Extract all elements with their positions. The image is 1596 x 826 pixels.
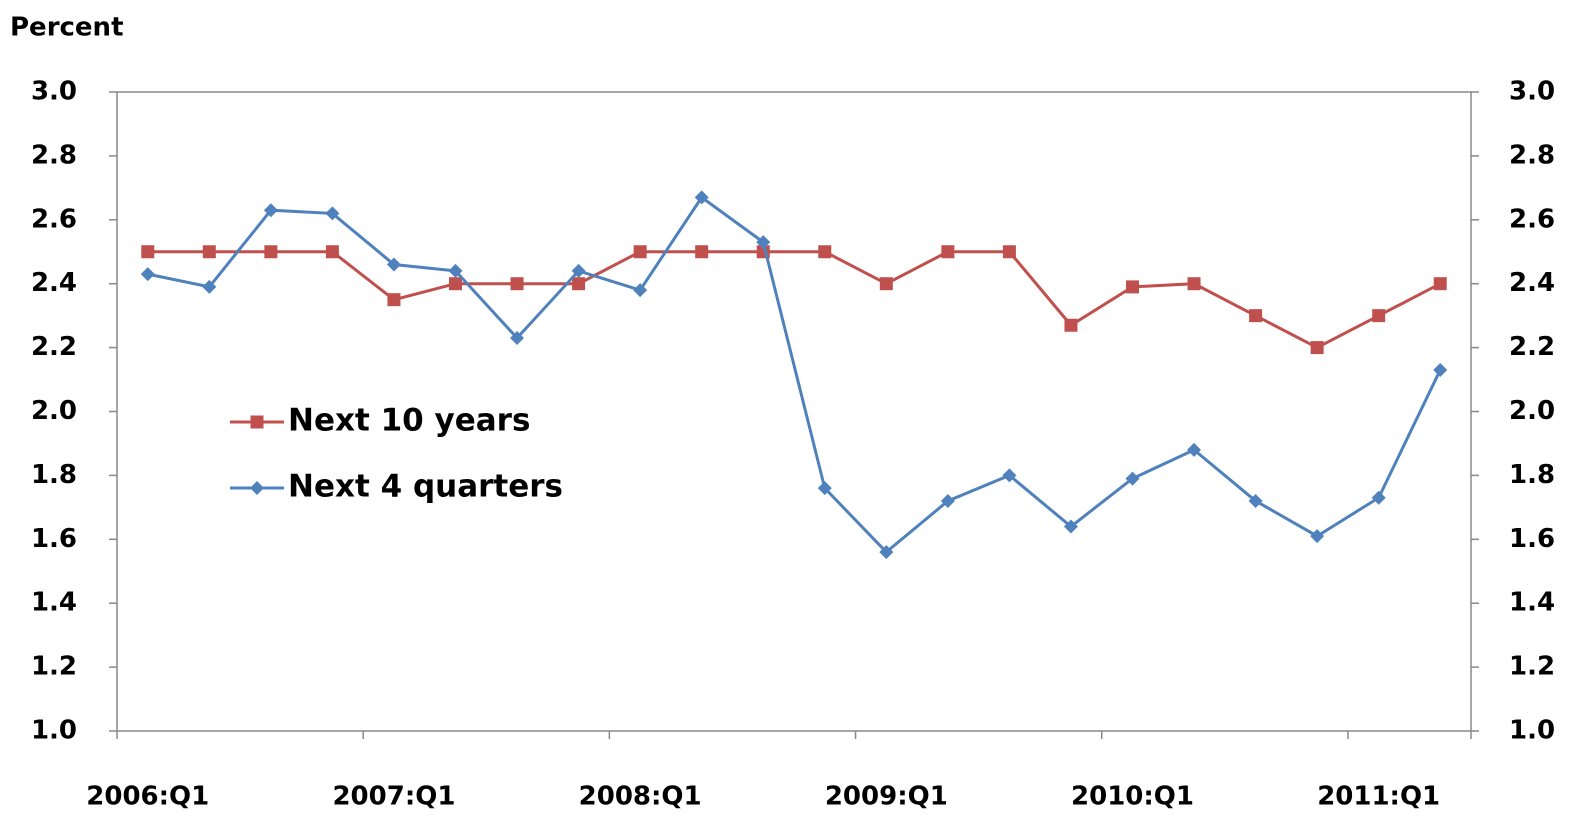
data-point bbox=[1310, 341, 1324, 355]
data-point bbox=[1433, 277, 1447, 291]
y-tick-label: 2.2 bbox=[31, 332, 77, 362]
y-tick-label: 3.0 bbox=[31, 77, 77, 107]
data-point bbox=[1371, 490, 1386, 505]
data-point bbox=[695, 245, 709, 259]
y-tick-label: 2.8 bbox=[31, 140, 77, 170]
y-tick-label: 1.4 bbox=[31, 588, 77, 618]
data-point bbox=[571, 263, 586, 278]
x-tick-label: 2009:Q1 bbox=[825, 782, 948, 812]
y-tick-label: 1.8 bbox=[31, 460, 77, 490]
y-axis-label: Percent bbox=[10, 13, 124, 43]
data-point bbox=[818, 245, 832, 259]
legend-marker bbox=[250, 481, 264, 495]
x-tick-label: 2006:Q1 bbox=[86, 782, 209, 812]
data-point bbox=[1249, 309, 1263, 323]
legend-marker bbox=[250, 415, 264, 429]
y-tick-label: 2.6 bbox=[31, 204, 77, 234]
data-point bbox=[633, 245, 647, 259]
data-point bbox=[140, 267, 155, 282]
data-point bbox=[1248, 493, 1263, 508]
series-line bbox=[147, 195, 1442, 555]
data-point bbox=[1187, 442, 1202, 457]
y2-tick-label: 2.0 bbox=[1509, 396, 1555, 426]
data-point bbox=[1310, 529, 1325, 544]
data-point bbox=[202, 279, 217, 294]
data-point bbox=[387, 293, 401, 307]
data-point bbox=[263, 203, 278, 218]
data-point bbox=[141, 245, 155, 259]
data-point bbox=[1126, 280, 1139, 294]
y2-tick-label: 2.2 bbox=[1509, 332, 1555, 362]
data-point bbox=[1125, 471, 1140, 486]
y2-tick-label: 1.6 bbox=[1509, 524, 1555, 554]
y2-tick-label: 3.0 bbox=[1509, 77, 1555, 107]
data-point bbox=[510, 331, 525, 346]
data-point bbox=[1187, 277, 1201, 291]
data-point bbox=[1064, 318, 1078, 332]
data-point bbox=[879, 277, 893, 291]
data-point bbox=[941, 245, 955, 259]
data-point bbox=[325, 206, 340, 221]
data-point bbox=[386, 257, 401, 272]
data-point bbox=[1002, 468, 1017, 483]
data-point bbox=[572, 277, 586, 291]
y2-tick-label: 1.0 bbox=[1509, 716, 1555, 746]
data-point bbox=[1063, 519, 1078, 534]
x-tick-label: 2010:Q1 bbox=[1071, 782, 1194, 812]
data-point bbox=[448, 263, 463, 278]
data-point bbox=[694, 190, 709, 205]
series-line bbox=[147, 250, 1441, 350]
y2-tick-label: 1.4 bbox=[1509, 588, 1555, 618]
data-point bbox=[1002, 245, 1016, 259]
data-point bbox=[633, 283, 648, 298]
data-point bbox=[817, 481, 832, 496]
y-tick-label: 1.6 bbox=[31, 524, 77, 554]
y-tick-label: 1.0 bbox=[31, 716, 77, 746]
legend-label: Next 10 years bbox=[288, 403, 530, 439]
y-tick-label: 1.2 bbox=[31, 652, 77, 682]
data-point bbox=[1372, 309, 1386, 323]
y2-tick-label: 2.6 bbox=[1509, 204, 1555, 234]
x-tick-label: 2011:Q1 bbox=[1317, 782, 1440, 812]
data-point bbox=[202, 245, 216, 259]
data-point bbox=[940, 493, 955, 508]
y-tick-label: 2.4 bbox=[31, 268, 77, 298]
data-point bbox=[510, 277, 524, 291]
y-tick-label: 2.0 bbox=[31, 396, 77, 426]
x-tick-label: 2008:Q1 bbox=[579, 782, 702, 812]
y2-tick-label: 1.8 bbox=[1509, 460, 1555, 490]
data-point bbox=[325, 245, 339, 259]
y2-tick-label: 2.4 bbox=[1509, 268, 1555, 298]
y2-tick-label: 1.2 bbox=[1509, 652, 1555, 682]
data-point bbox=[1433, 362, 1448, 377]
data-point bbox=[449, 277, 462, 291]
data-point bbox=[264, 245, 278, 259]
data-point bbox=[879, 545, 894, 560]
y2-tick-label: 2.8 bbox=[1509, 140, 1555, 170]
legend-label: Next 4 quarters bbox=[288, 469, 563, 505]
x-tick-label: 2007:Q1 bbox=[332, 782, 455, 812]
data-point bbox=[756, 235, 771, 250]
